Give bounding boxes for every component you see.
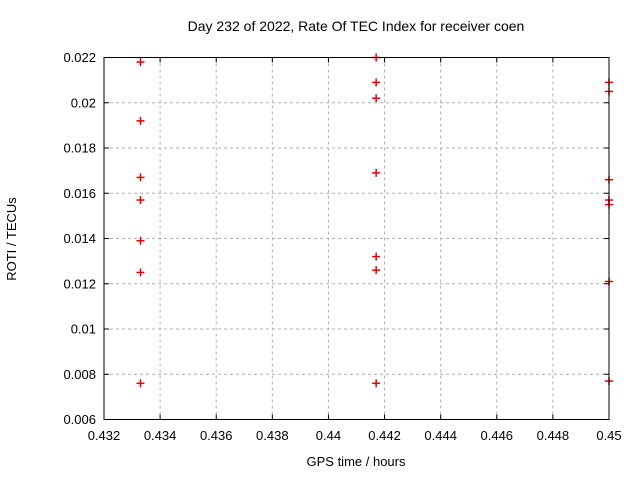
data-point-marker (372, 168, 381, 177)
x-tick-label: 0.438 (256, 428, 289, 443)
x-tick-label: 0.45 (596, 428, 621, 443)
y-tick-label: 0.008 (63, 367, 96, 382)
data-point-marker (372, 266, 381, 275)
data-point-marker (136, 268, 145, 277)
data-point-marker (372, 252, 381, 261)
y-tick-label: 0.012 (63, 276, 96, 291)
data-points (136, 53, 613, 388)
data-point-marker (372, 78, 381, 87)
y-tick-label: 0.01 (71, 322, 96, 337)
data-point-marker (136, 236, 145, 245)
chart-title: Day 232 of 2022, Rate Of TEC Index for r… (188, 18, 525, 34)
data-point-marker (136, 173, 145, 182)
y-tick-label: 0.014 (63, 231, 96, 246)
x-tick-label: 0.44 (316, 428, 341, 443)
y-axis-label: ROTI / TECUs (4, 197, 19, 281)
x-tick-label: 0.434 (144, 428, 177, 443)
y-tick-label: 0.02 (71, 95, 96, 110)
gridlines (103, 57, 610, 420)
data-point-marker (372, 94, 381, 103)
data-point-marker (136, 379, 145, 388)
x-tick-label: 0.436 (200, 428, 233, 443)
x-tick-label: 0.442 (368, 428, 401, 443)
data-point-marker (136, 116, 145, 125)
x-tick-label: 0.446 (481, 428, 514, 443)
y-tick-label: 0.022 (63, 50, 96, 65)
data-point-marker (136, 196, 145, 205)
y-tick-label: 0.016 (63, 186, 96, 201)
x-tick-label: 0.448 (537, 428, 570, 443)
x-tick-label: 0.432 (88, 428, 121, 443)
plot-frame (103, 57, 610, 420)
data-point-marker (372, 379, 381, 388)
y-tick-label: 0.006 (63, 412, 96, 427)
tick-labels: 0.432 0.434 0.436 0.438 0.44 0.442 0.444 0.446 0… (63, 50, 621, 443)
x-tick-label: 0.444 (424, 428, 457, 443)
data-point-marker (136, 58, 145, 67)
y-tick-label: 0.018 (63, 141, 96, 156)
x-axis-label: GPS time / hours (307, 454, 406, 469)
